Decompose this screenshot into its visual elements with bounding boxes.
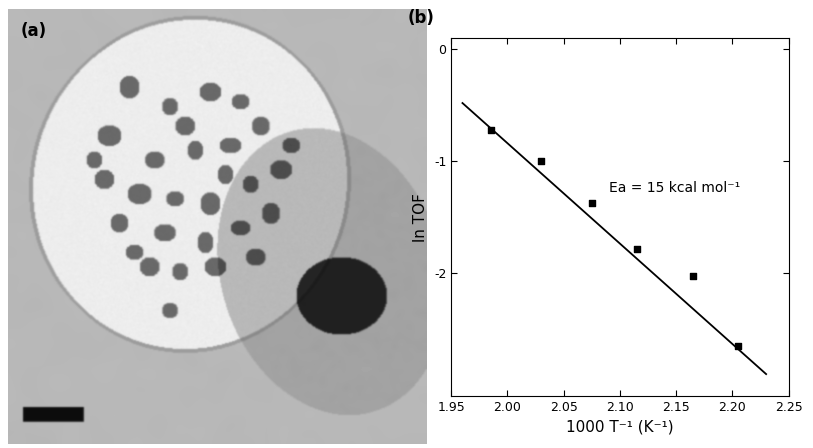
Point	[630, 245, 643, 252]
Text: (b): (b)	[407, 9, 434, 27]
Point	[535, 158, 548, 165]
Point	[686, 272, 699, 279]
Text: Ea = 15 kcal mol⁻¹: Ea = 15 kcal mol⁻¹	[609, 181, 740, 195]
Point	[484, 126, 497, 134]
X-axis label: 1000 T⁻¹ (K⁻¹): 1000 T⁻¹ (K⁻¹)	[566, 420, 674, 435]
Point	[732, 342, 745, 349]
Text: (a): (a)	[20, 22, 47, 40]
Point	[585, 199, 598, 206]
Y-axis label: ln TOF: ln TOF	[414, 193, 428, 242]
